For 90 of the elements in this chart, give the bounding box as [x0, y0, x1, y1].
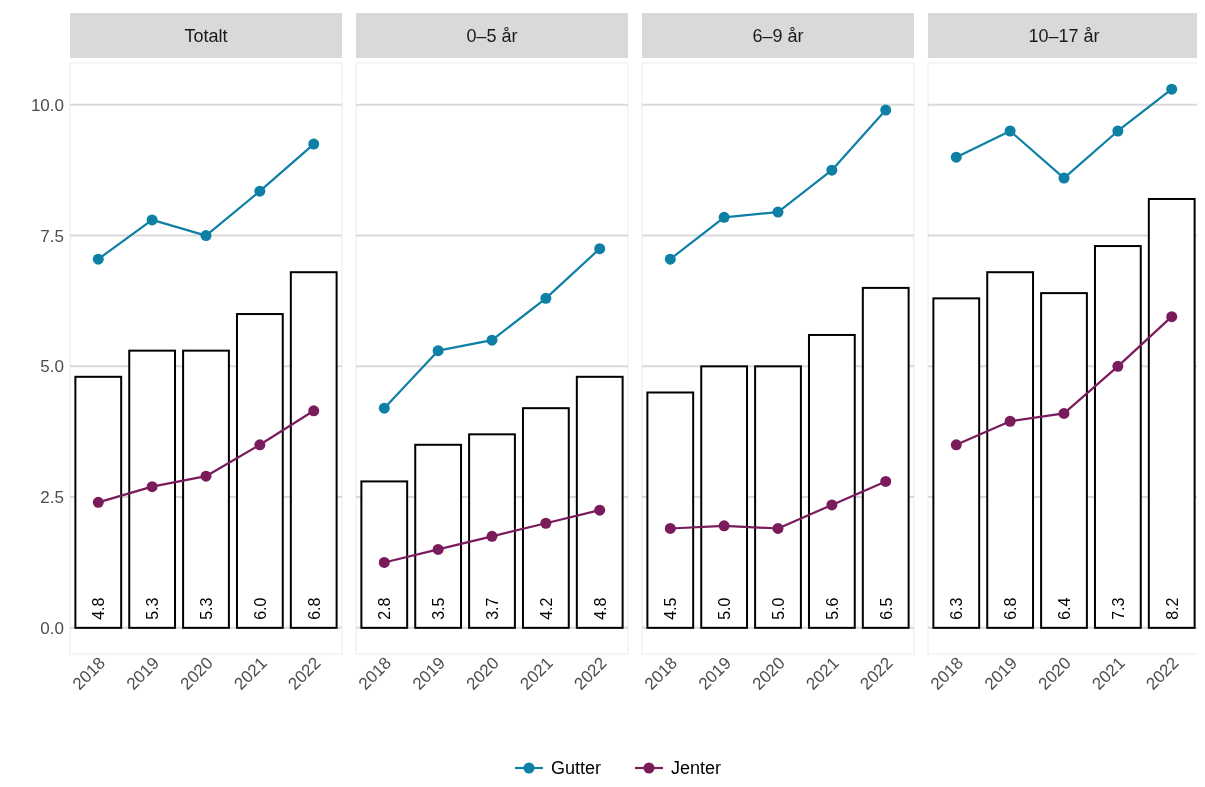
point [1058, 172, 1070, 184]
bar [986, 271, 1035, 629]
data-label: 6.0 [251, 597, 269, 620]
data-label: 4.8 [591, 597, 609, 620]
bar [700, 365, 749, 629]
y-tick-label: 0.0 [40, 618, 64, 638]
bar [235, 313, 284, 629]
point [200, 470, 212, 482]
data-label: 4.5 [662, 597, 680, 620]
data-label: 5.0 [770, 597, 787, 620]
data-label: 6.4 [1056, 597, 1073, 620]
point [1058, 407, 1070, 419]
point [378, 556, 390, 568]
point [594, 243, 606, 255]
bar [861, 286, 910, 629]
point [826, 499, 838, 511]
point [378, 402, 390, 414]
point [540, 517, 552, 529]
point [486, 530, 498, 542]
bar [521, 407, 570, 629]
chart-title: 10–17 år [1028, 26, 1100, 46]
chart-title: 6–9 år [752, 26, 804, 46]
point [826, 164, 838, 176]
bar [128, 349, 177, 629]
bar [468, 433, 516, 629]
data-label: 4.2 [537, 597, 555, 620]
point [950, 151, 962, 163]
data-label: 6.3 [948, 597, 966, 620]
bar [646, 391, 695, 629]
point [540, 292, 552, 304]
point [718, 211, 730, 223]
y-tick-label: 2.5 [40, 488, 64, 508]
point [92, 253, 104, 265]
data-label: 4.8 [90, 597, 108, 620]
y-tick-label: 7.5 [40, 226, 64, 246]
data-label: 2.8 [376, 597, 394, 620]
data-label: 3.7 [484, 597, 501, 620]
point [664, 522, 676, 534]
point [950, 439, 962, 451]
point [308, 405, 320, 417]
bar [1093, 245, 1142, 629]
data-label: 5.3 [144, 597, 162, 620]
point [1112, 125, 1124, 137]
point [772, 522, 784, 534]
bar [575, 375, 624, 629]
data-label: 6.8 [305, 597, 323, 620]
bar [754, 365, 802, 629]
point [92, 496, 104, 508]
data-label: 6.8 [1002, 597, 1020, 620]
chart-title: 0–5 år [466, 26, 518, 46]
bar [289, 271, 338, 629]
point [200, 230, 212, 242]
point [594, 504, 606, 516]
data-label: 6.5 [877, 597, 895, 620]
point [254, 439, 266, 451]
bar [360, 480, 409, 629]
point [1166, 311, 1178, 323]
point [1166, 83, 1178, 95]
point [432, 543, 444, 555]
point [664, 253, 676, 265]
data-label: 8.2 [1163, 597, 1181, 620]
legend-label: Jenter [671, 758, 722, 778]
bar [414, 443, 463, 629]
point [1004, 415, 1016, 427]
y-tick-label: 5.0 [40, 357, 64, 377]
chart-title: Totalt [184, 26, 228, 46]
data-label: 5.6 [823, 597, 841, 620]
data-label: 5.3 [198, 597, 215, 620]
point [432, 345, 444, 357]
point [146, 214, 158, 226]
point [254, 185, 266, 197]
bar [74, 375, 123, 629]
legend-label: Gutter [551, 758, 602, 778]
point [1112, 360, 1124, 372]
bar [807, 333, 856, 629]
data-label: 3.5 [430, 597, 448, 620]
point [880, 475, 892, 487]
bar [182, 349, 230, 629]
data-label: 7.3 [1109, 597, 1127, 620]
bar [932, 297, 981, 629]
bar [1040, 292, 1088, 629]
point [880, 104, 892, 116]
point [772, 206, 784, 218]
point [486, 334, 498, 346]
data-label: 5.0 [716, 597, 734, 620]
point [718, 520, 730, 532]
point [308, 138, 320, 150]
y-tick-label: 10.0 [30, 95, 64, 115]
point [1004, 125, 1016, 137]
point [146, 481, 158, 493]
